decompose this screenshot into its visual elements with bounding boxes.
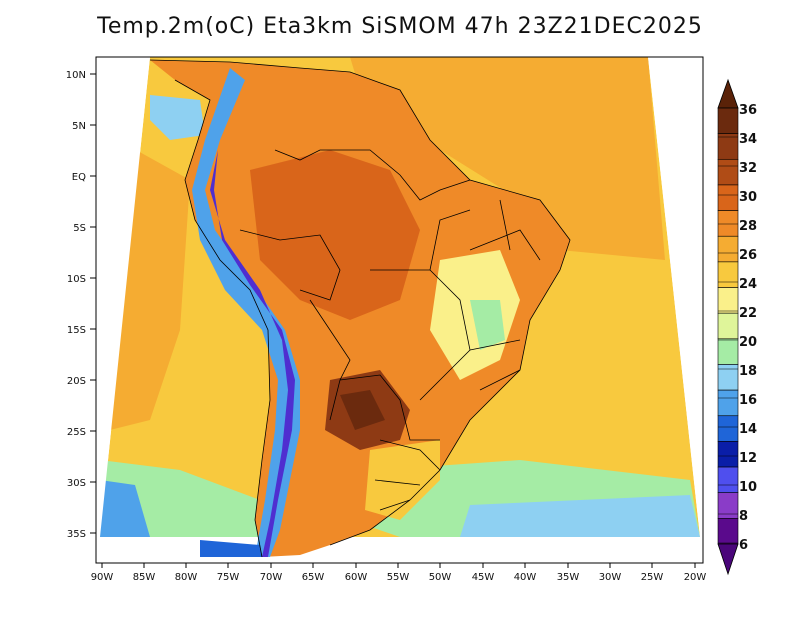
map-title: Temp.2m(oC) Eta3km SiSMOM 47h 23Z21DEC20… [97,14,703,39]
colorbar-label: 8 [739,509,748,524]
colorbar-label: 36 [739,103,757,118]
lon-label: 70W [260,572,283,583]
colorbar-label: 24 [739,277,757,292]
border-states-east [469,339,521,391]
highlands-cool-area [470,300,505,350]
lat-label: EQ [72,172,86,183]
latitude-axis: 10N 5N EQ 5S 10S 15S 20S 25S 30S 35S [66,70,96,540]
lon-label: 65W [302,572,325,583]
south-atlantic-cold [460,495,700,537]
colorbar-segment [717,133,739,160]
colorbar-label: 18 [739,364,757,379]
border-states-northeast [469,199,541,261]
colorbar-segment [717,235,739,263]
colorbar-segment [717,492,739,519]
lon-label: 25W [641,572,664,583]
colorbar-segment [717,158,739,186]
south-pacific-cold [100,480,150,537]
colorbar-segment [717,312,739,340]
lat-label: 20S [67,376,86,387]
lon-label: 55W [387,572,410,583]
colorbar-segment [717,441,739,468]
plot-area [95,56,704,564]
lat-label: 5S [73,223,86,234]
colorbar-label: 22 [739,306,757,321]
political-boundaries [149,59,571,557]
colorbar-segment [717,261,739,288]
lat-label: 35S [67,529,86,540]
lat-label: 10N [66,70,86,81]
projection-edge-right [648,57,703,557]
ocean-warm-area [350,57,665,260]
colorbar-label: 14 [739,422,757,437]
colorbar-label: 26 [739,248,757,263]
lon-label: 35W [557,572,580,583]
colorbar-segment [717,338,739,365]
colorbar-min-triangle [717,543,739,576]
colorbar: 36 34 32 30 28 26 24 22 20 18 16 14 12 1… [717,78,757,576]
border-states-south [374,439,441,511]
temperature-field [100,57,700,557]
colorbar-segment [717,210,739,237]
lon-label: 45W [472,572,495,583]
longitude-axis: 90W 85W 80W 75W 70W 65W 60W 55W 50W 45W … [91,563,707,583]
lon-label: 20W [684,572,707,583]
colorbar-max-triangle [717,78,739,109]
colorbar-segment [717,518,739,545]
chaco-peak-area [340,390,385,430]
colorbar-segment [717,107,739,134]
lon-label: 60W [345,572,368,583]
border-peru-brazil [239,229,341,301]
lon-label: 75W [217,572,240,583]
lon-label: 50W [429,572,452,583]
coastline-east [149,59,571,546]
lon-label: 90W [91,572,114,583]
south-brazil-area [365,440,440,520]
amazon-hot-area [250,150,420,320]
colorbar-segment [717,287,739,314]
colorbar-segment [717,389,739,417]
pacific-cool-patch [150,95,205,140]
lat-label: 5N [72,121,86,132]
colorbar-ticks [718,107,738,544]
lat-label: 25S [67,427,86,438]
lat-label: 15S [67,325,86,336]
patagonia-cold [200,540,262,557]
border-north [274,149,471,201]
colorbar-label: 32 [739,161,757,176]
lon-label: 85W [133,572,156,583]
border-paraguay [339,374,440,441]
colorbar-label: 6 [739,538,748,553]
colorbar-label: 34 [739,132,757,147]
colorbar-label: 20 [739,335,757,350]
andes-coldest-strip [210,150,295,557]
colorbar-label: 30 [739,190,757,205]
colorbar-segment [717,364,739,391]
coastline-west [174,79,271,557]
lon-label: 80W [175,572,198,583]
projection-edge-left [96,57,150,537]
colorbar-label: 12 [739,451,757,466]
colorbar-label: 28 [739,219,757,234]
colorbar-label: 10 [739,480,757,495]
border-states-north [370,209,471,271]
colorbar-label: 16 [739,393,757,408]
lon-label: 40W [514,572,537,583]
colorbar-segment [717,466,739,494]
colorbar-segment [717,184,739,211]
colorbar-segment [717,415,739,442]
border-bolivia [309,299,351,421]
colorbar-segments [717,107,739,545]
lon-label: 30W [599,572,622,583]
andes-cold-strip [192,68,300,557]
lat-label: 30S [67,478,86,489]
plot-border [95,56,704,564]
lat-label: 10S [67,274,86,285]
